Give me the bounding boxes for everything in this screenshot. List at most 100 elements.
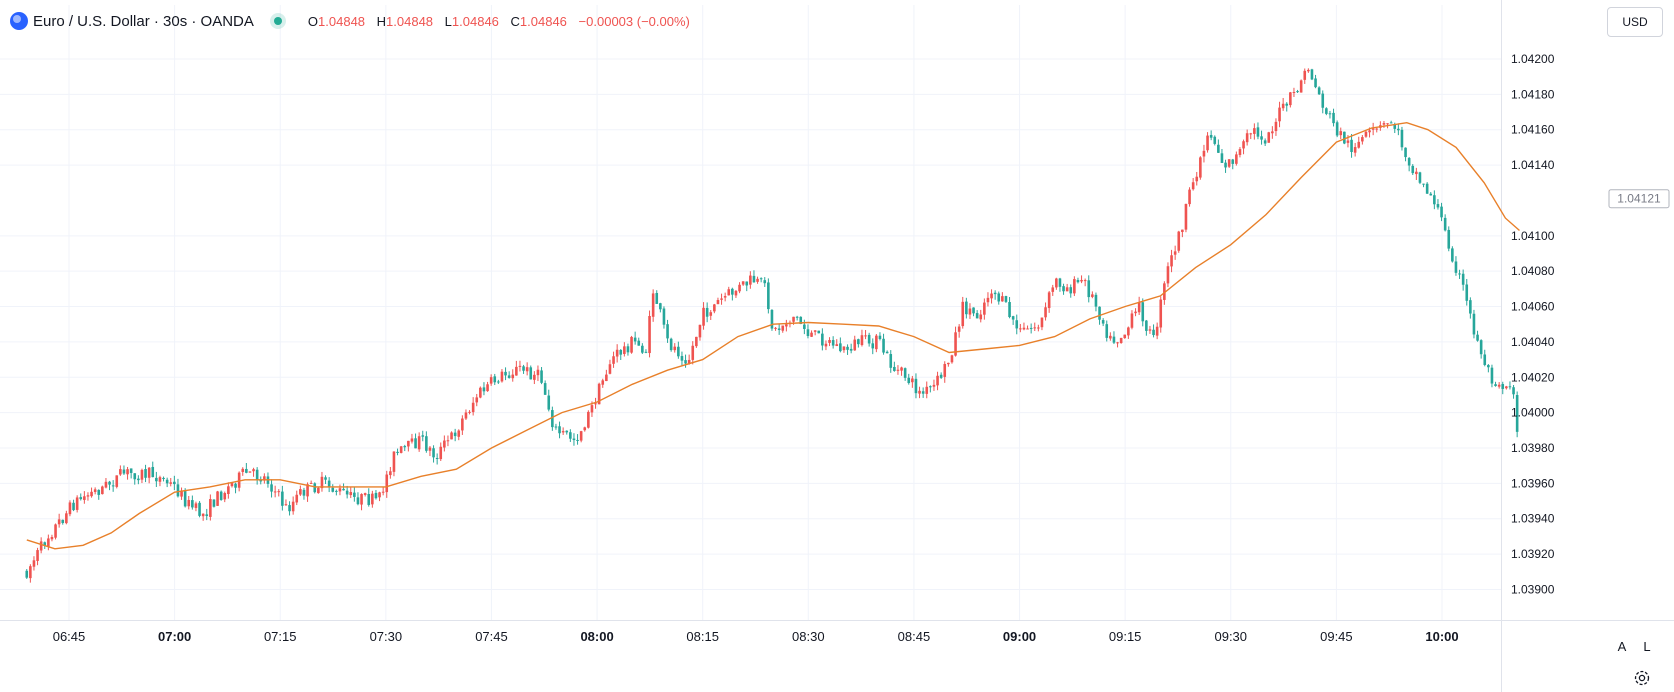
candle [1137, 296, 1141, 315]
candle [907, 373, 911, 385]
candle [932, 379, 936, 391]
candle [212, 499, 216, 508]
candle [1505, 385, 1508, 390]
candle-body [1407, 158, 1411, 166]
candle [1415, 167, 1418, 180]
candle-body [1411, 165, 1415, 174]
candle-body [849, 348, 853, 351]
candle [313, 482, 317, 494]
candle-body [1335, 122, 1339, 136]
candle-body [461, 418, 464, 431]
candle-body [1332, 112, 1335, 124]
candle-body [259, 480, 263, 482]
candle [1501, 381, 1505, 395]
candle-body [1134, 311, 1137, 314]
candle-body [540, 370, 543, 383]
candle [849, 343, 853, 354]
candle-body [1447, 229, 1451, 249]
candle-body [133, 473, 137, 480]
candle-body [500, 371, 504, 382]
candle [540, 367, 543, 385]
candle [1119, 337, 1123, 344]
candle-body [777, 328, 781, 330]
high-value: 1.04848 [386, 13, 434, 29]
candle [1019, 323, 1022, 333]
candle-body [1073, 279, 1076, 294]
candle [104, 478, 108, 489]
candle-body [453, 432, 457, 437]
symbol-title[interactable]: Euro / U.S. Dollar · 30s · OANDA [33, 12, 254, 30]
auto-scale-button[interactable]: A [1617, 639, 1627, 654]
candle [835, 339, 839, 347]
candle [587, 410, 590, 429]
candle-body [1166, 266, 1170, 284]
candle-body [1343, 131, 1346, 144]
candle [90, 487, 93, 498]
log-scale-button[interactable]: L [1643, 639, 1651, 654]
candle [450, 431, 453, 440]
candle-body [1119, 337, 1123, 344]
candle [1076, 277, 1080, 284]
candle [299, 485, 302, 496]
candle [828, 337, 831, 347]
candle-body [1350, 139, 1353, 153]
candle-body [612, 356, 615, 364]
price-tick-label: 1.04140 [1511, 158, 1555, 172]
candle [623, 342, 626, 357]
candle [61, 519, 65, 525]
candle [911, 375, 914, 388]
candle-body [1127, 327, 1130, 336]
candle [1188, 187, 1191, 207]
candle [1141, 298, 1145, 327]
candle-body [219, 491, 223, 500]
candle-body [741, 281, 745, 285]
candle [219, 490, 223, 501]
candle-body [201, 513, 205, 517]
candle-body [1285, 103, 1289, 106]
candle [1073, 276, 1076, 297]
candle [25, 569, 29, 579]
candle [471, 397, 475, 416]
gear-icon[interactable] [1633, 669, 1651, 687]
candle [1278, 101, 1281, 128]
candle-body [288, 505, 291, 512]
candle-body [1382, 123, 1386, 125]
candle [914, 373, 918, 399]
candle-body [511, 374, 515, 379]
candle-body [864, 335, 867, 337]
currency-button[interactable]: USD [1607, 7, 1663, 37]
price-tick-label: 1.04200 [1511, 52, 1555, 66]
candle [1515, 391, 1519, 438]
candle-body [979, 314, 983, 320]
candle-body [853, 339, 857, 351]
candle-body [245, 468, 248, 473]
candle-body [547, 395, 551, 410]
time-tick-label: 09:00 [1003, 629, 1036, 644]
candle-body [407, 440, 410, 447]
candle-body [158, 477, 162, 482]
candle-body [450, 432, 453, 440]
candle [432, 445, 435, 463]
candle [511, 369, 515, 382]
candle-body [1400, 129, 1404, 148]
candle-body [1091, 294, 1094, 297]
candle [655, 290, 659, 304]
candle [1458, 269, 1461, 279]
candle-body [173, 481, 176, 485]
candle [857, 338, 860, 348]
candle [83, 491, 86, 504]
candle [162, 476, 165, 482]
candle [1170, 249, 1173, 273]
candle [1490, 364, 1494, 388]
candle [1253, 123, 1256, 140]
candle-body [93, 489, 97, 492]
candle-body [385, 474, 389, 493]
candle [173, 475, 176, 491]
candle [1461, 269, 1465, 291]
candle [50, 534, 54, 542]
candle-body [957, 326, 961, 332]
time-axis: 06:45 07:00 07:15 07:30 07:45 08:00 08:15 08:30… [53, 629, 1459, 644]
candle [241, 467, 245, 476]
high-label: H [376, 13, 387, 29]
